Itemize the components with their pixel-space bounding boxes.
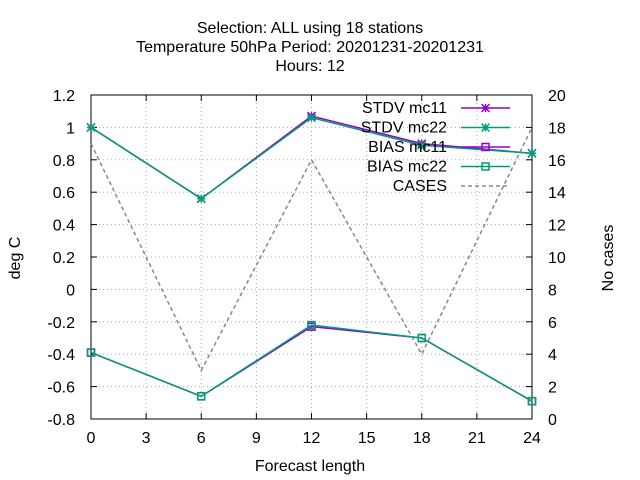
data-point [86,348,96,357]
y2-tick-label: 2 [548,380,557,397]
legend: STDV mc11 STDV mc22 BIAS mc11 BIAS mc22 CASE… [361,100,510,195]
x-axis-label: Forecast length [255,458,365,475]
series-line-stdv-mc11 [90,115,533,200]
legend-label: STDV mc22 [361,120,447,137]
y-axis-label: deg C [7,237,24,280]
title-line-1: Selection: ALL using 18 stations [197,20,423,37]
tick-labels: 0 3 6 9 12 15 18 21 24-0.8-0.6-0.4-0.200.20.40.6… [47,88,565,447]
chart-title: Selection: ALL using 18 stations Tempera… [136,20,484,75]
series-line-stdv-mc22 [90,116,533,200]
y-tick-label: 1.2 [53,88,75,105]
y-tick-label: -0.8 [47,412,75,429]
y2-tick-label: 20 [548,88,566,105]
y2-tick-label: 18 [548,120,566,137]
data-point [306,113,317,123]
legend-label: BIAS mc22 [367,159,447,176]
data-point [417,333,426,343]
y2-tick-label: 12 [548,218,566,235]
y2-tick-label: 16 [548,153,566,170]
y2-tick-label: 10 [548,250,566,267]
data-point [86,122,96,132]
x-tick-label: 0 [87,430,96,447]
y-tick-label: 0 [66,282,75,299]
data-point [527,396,537,406]
y2-tick-label: 14 [548,185,566,202]
y2-tick-label: 6 [548,315,557,332]
y-tick-label: -0.2 [47,315,75,332]
data-point [417,140,427,150]
y-tick-label: 0.4 [53,218,75,235]
x-tick-label: 24 [523,430,541,447]
title-line-2: Temperature 50hPa Period: 20201231-20201… [136,39,484,56]
x-tick-label: 18 [413,430,431,447]
x-tick-label: 21 [468,430,486,447]
data-point [197,392,206,401]
y-tick-label: 0.6 [53,185,75,202]
data-point [527,148,537,158]
y-tick-label: -0.4 [47,347,75,364]
y2-tick-label: 8 [548,282,557,299]
y-tick-label: 0.2 [53,250,75,267]
x-tick-label: 9 [252,430,261,447]
grid [91,95,532,419]
y2-tick-label: 0 [548,412,557,429]
x-tick-label: 3 [142,430,151,447]
series-line-cases [90,127,533,373]
y-tick-label: 1 [66,120,75,137]
x-tick-label: 12 [303,430,321,447]
plot-frame [90,94,533,420]
series-line-bias-mc22 [90,324,533,402]
title-line-3: Hours: 12 [275,58,344,75]
data-point [307,320,316,330]
legend-label: STDV mc11 [362,100,447,117]
y-tick-label: -0.6 [47,380,75,397]
y-tick-label: 0.8 [53,153,75,170]
series-lines [86,111,537,406]
x-tick-label: 15 [358,430,376,447]
y2-tick-label: 4 [548,347,557,364]
legend-marker [481,162,490,171]
legend-label: BIAS mc11 [368,139,447,156]
legend-marker [481,142,490,152]
legend-marker [480,122,491,133]
legend-marker [480,103,491,113]
x-tick-label: 6 [197,430,206,447]
data-point [196,194,206,204]
legend-label: CASES [393,178,447,195]
y2-axis-label: No cases [600,225,617,292]
